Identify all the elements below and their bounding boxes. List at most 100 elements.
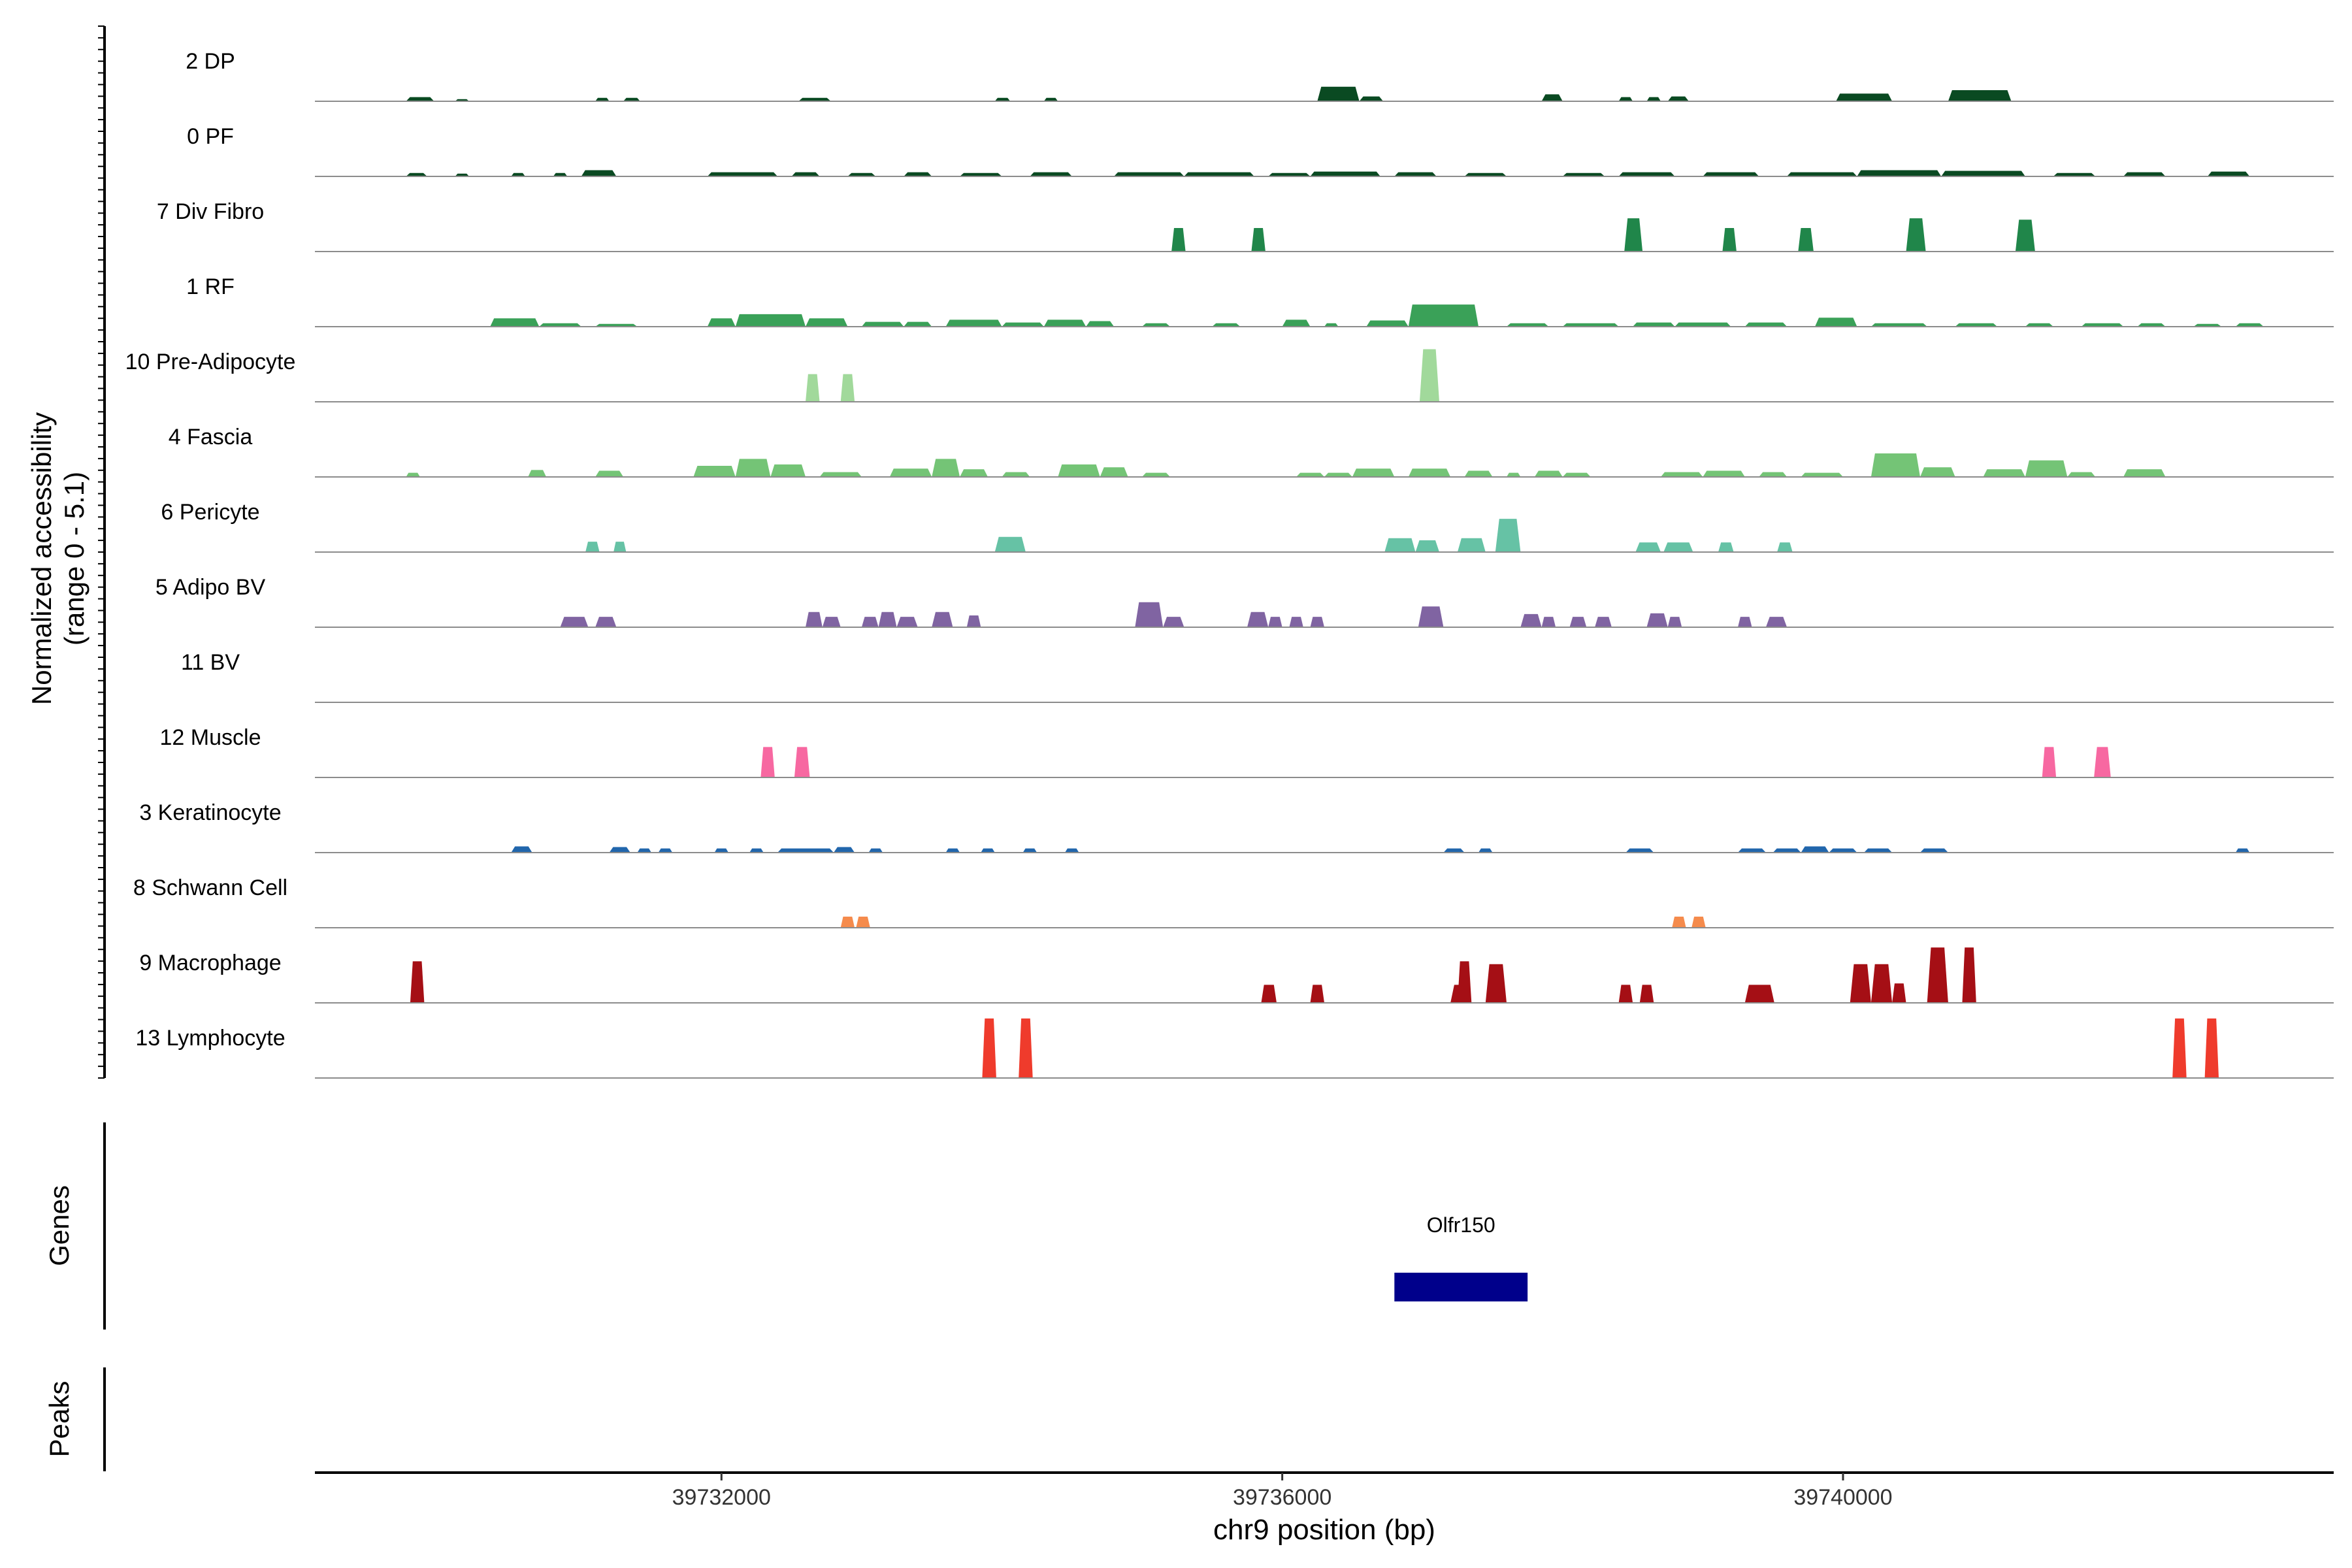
coverage-peak [1948, 90, 2012, 101]
peaks-panel-label: Peaks [44, 1381, 74, 1458]
coverage-peak [889, 468, 932, 477]
coverage-peak [406, 472, 420, 477]
coverage-peak [856, 917, 870, 928]
coverage-peak [1394, 172, 1437, 176]
coverage-peak [1801, 846, 1829, 853]
coverage-peak [1718, 542, 1734, 552]
track-label: 2 DP [186, 49, 235, 74]
y-axis-label-line2: (range 0 - 5.1) [59, 472, 90, 645]
y-axis-label-line1: Normalized accessibility [26, 412, 57, 705]
coverage-peak [1261, 985, 1277, 1003]
coverage-peak [1415, 540, 1439, 552]
track: 6 Pericyte [161, 500, 2334, 553]
coverage-peak [861, 617, 879, 627]
coverage-peak [2015, 220, 2035, 252]
coverage-peak [1366, 320, 1409, 327]
coverage-peak [1464, 172, 1507, 176]
track-label: 11 BV [181, 650, 240, 675]
coverage-peak [1765, 617, 1788, 627]
coverage-peak [1635, 542, 1661, 552]
coverage-peak [637, 848, 651, 853]
coverage-peak [539, 323, 581, 327]
track-label: 3 Keratinocyte [139, 800, 281, 825]
coverage-peak [1836, 93, 1893, 101]
coverage-peak [455, 173, 469, 176]
coverage-peak [878, 612, 897, 627]
coverage-peak [707, 172, 778, 176]
coverage-peak [806, 374, 820, 402]
genes: Olfr150 [1394, 1213, 1528, 1301]
coverage-peak [945, 319, 1002, 327]
coverage-peak [1289, 617, 1303, 627]
coverage-peak [1019, 1018, 1033, 1078]
coverage-peak [1478, 848, 1493, 853]
track: 4 Fascia [169, 425, 2334, 478]
gene-body [1394, 1273, 1528, 1301]
track-label: 1 RF [186, 274, 235, 299]
coverage-peak [595, 323, 638, 327]
coverage-peak [1633, 322, 1675, 327]
coverage-peak [1464, 470, 1493, 477]
tracks: 2 DP 0 PF 7 Div Fibro 1 RF 10 Pre-Adipocyte 4… [125, 49, 2334, 1079]
track-label: 12 Muscle [160, 725, 261, 750]
coverage-peak [945, 848, 960, 853]
coverage-peak [585, 542, 600, 552]
coverage-peak [1408, 304, 1478, 327]
coverage-peak [2042, 747, 2057, 777]
coverage-peak [1672, 917, 1686, 928]
coverage-peak [1352, 468, 1395, 477]
coverage-peak [861, 321, 904, 327]
coverage-peak [834, 847, 855, 853]
coverage-peak [1457, 961, 1472, 1003]
track-label: 9 Macrophage [139, 951, 281, 975]
coverage-peak [798, 97, 831, 101]
coverage-peak [1086, 321, 1115, 327]
coverage-peak [1418, 606, 1444, 627]
coverage-peak [1639, 985, 1654, 1003]
coverage-peak [1798, 228, 1814, 252]
track-label: 13 Lymphocyte [135, 1026, 285, 1051]
coverage-peak [595, 97, 610, 101]
coverage-peak [2207, 171, 2250, 176]
track: 5 Adipo BV [155, 575, 2334, 628]
coverage-peak [1870, 323, 1927, 327]
coverage-peak [406, 97, 434, 101]
x-axis-label: chr9 position (bp) [1213, 1514, 1435, 1546]
coverage-peak [1920, 467, 1955, 477]
coverage-peak [1443, 848, 1465, 853]
coverage-peak [1419, 349, 1439, 402]
coverage-peak [1002, 472, 1030, 477]
coverage-peak [1703, 172, 1759, 176]
coverage-peak [1870, 453, 1920, 477]
coverage-peak [1058, 464, 1100, 477]
coverage-peak [1171, 228, 1186, 252]
coverage-peak [994, 97, 1011, 101]
coverage-peak [1850, 964, 1871, 1003]
coverage-peak [1359, 96, 1384, 101]
coverage-peak [1142, 472, 1170, 477]
coverage-peak [806, 318, 848, 327]
coverage-peak [1384, 538, 1416, 552]
track-label: 4 Fascia [169, 425, 253, 449]
coverage-peak [1043, 97, 1058, 101]
gene-label: Olfr150 [1427, 1213, 1495, 1237]
track: 11 BV [181, 650, 2334, 703]
coverage-peak [1625, 848, 1654, 853]
coverage-peak [1646, 613, 1668, 627]
coverage-peak [1507, 323, 1549, 327]
coverage-peak [1065, 848, 1079, 853]
coverage-peak [2193, 323, 2222, 327]
coverage-peak [1667, 96, 1689, 101]
coverage-peak [1962, 947, 1976, 1003]
coverage-peak [1495, 519, 1521, 552]
coverage-peak [1801, 472, 1843, 477]
coverage-peak [806, 612, 823, 627]
coverage-peak [1184, 172, 1254, 176]
coverage-peak [623, 97, 640, 101]
coverage-peak [1618, 985, 1633, 1003]
coverage-peak [1534, 470, 1563, 477]
coverage-peak [1002, 322, 1044, 327]
coverage-peak [1864, 848, 1893, 853]
coverage-peak [840, 917, 855, 928]
coverage-peak [1815, 318, 1857, 327]
